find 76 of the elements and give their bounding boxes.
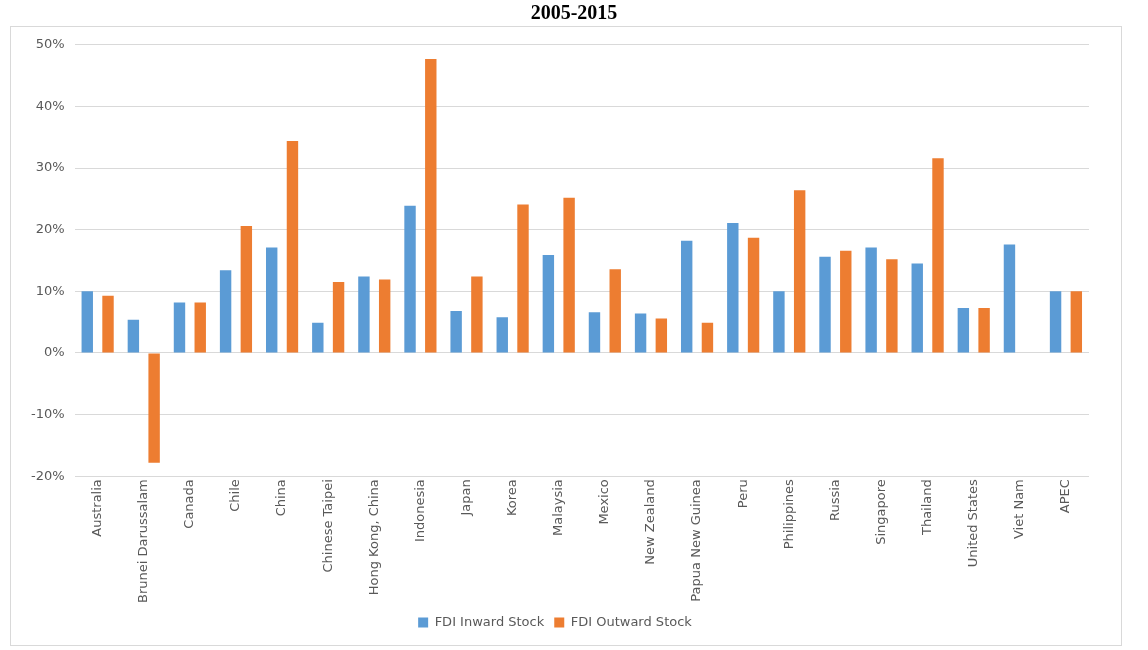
bar <box>240 225 253 353</box>
bar <box>266 247 278 353</box>
bar <box>1049 291 1062 353</box>
bar <box>286 140 299 353</box>
y-tick-label: -20% <box>30 467 65 483</box>
bar <box>542 254 555 353</box>
x-tick-label: Korea <box>504 479 519 517</box>
x-tick-label: Chile <box>227 479 243 512</box>
x-tick-label: Singapore <box>872 479 888 545</box>
legend-label: FDI Outward Stock <box>570 613 693 629</box>
bar <box>747 237 760 353</box>
bar <box>219 270 232 353</box>
bar <box>425 58 437 353</box>
x-tick-label: United States <box>965 478 981 568</box>
bar <box>312 322 324 353</box>
bar <box>404 205 416 353</box>
bar <box>957 307 970 353</box>
x-tick-label: Philippines <box>780 478 796 550</box>
bar <box>450 311 462 353</box>
y-tick-label: 30% <box>35 159 65 175</box>
y-tick-label: 40% <box>35 97 65 113</box>
x-tick-label: Indonesia <box>411 479 427 543</box>
x-tick-label: Viet Nam <box>1011 479 1027 540</box>
bar <box>840 250 852 353</box>
bar <box>148 353 160 463</box>
bar <box>194 302 206 353</box>
y-tick-label: 0% <box>43 344 65 360</box>
bar <box>563 197 575 353</box>
x-tick-label: Malaysia <box>550 479 566 537</box>
x-tick-label: Australia <box>89 479 105 537</box>
bar <box>865 247 877 353</box>
y-tick-label: -10% <box>30 405 65 421</box>
x-tick-label: Canada <box>181 479 197 529</box>
bar <box>1070 291 1083 353</box>
x-tick-label: APEC <box>1057 479 1073 514</box>
bar <box>911 263 923 353</box>
x-tick-label: Brunei Darussalam <box>135 479 151 604</box>
x-tick-label: China <box>273 479 289 517</box>
y-tick-label: 10% <box>35 282 65 298</box>
bar <box>471 276 483 353</box>
bar <box>378 279 391 353</box>
bar <box>517 204 529 353</box>
x-tick-label: Mexico <box>596 479 612 525</box>
x-tick-label: Russia <box>826 479 842 522</box>
bar <box>102 295 114 353</box>
bar <box>588 312 601 353</box>
bar <box>81 291 93 353</box>
bar <box>127 319 140 353</box>
bar <box>680 240 693 353</box>
bar <box>886 259 898 353</box>
x-tick-label: Hong Kong, China <box>365 479 381 596</box>
bar <box>332 282 345 353</box>
bar <box>819 256 831 353</box>
x-tick-label: Papua New Guinea <box>688 479 704 602</box>
bar <box>978 307 990 353</box>
bar <box>1003 244 1016 353</box>
y-tick-label: 20% <box>35 221 65 237</box>
x-tick-label: Thailand <box>918 479 934 537</box>
x-tick-label: Japan <box>457 479 473 517</box>
bar <box>932 158 944 353</box>
x-tick-label: Peru <box>734 479 750 509</box>
chart-title: 2005-2015 <box>529 0 619 24</box>
bar <box>701 322 714 353</box>
bar <box>634 313 647 353</box>
y-tick-label: 50% <box>35 36 65 52</box>
bar <box>358 276 370 353</box>
bar <box>793 190 806 353</box>
bar <box>609 269 621 353</box>
bar <box>496 317 508 353</box>
x-tick-label: New Zealand <box>642 479 658 565</box>
bar <box>655 318 668 353</box>
bar <box>727 222 739 353</box>
bar <box>173 302 186 353</box>
x-tick-label: Chinese Taipei <box>319 479 335 573</box>
legend-label: FDI Inward Stock <box>434 613 545 629</box>
bar <box>773 291 785 353</box>
